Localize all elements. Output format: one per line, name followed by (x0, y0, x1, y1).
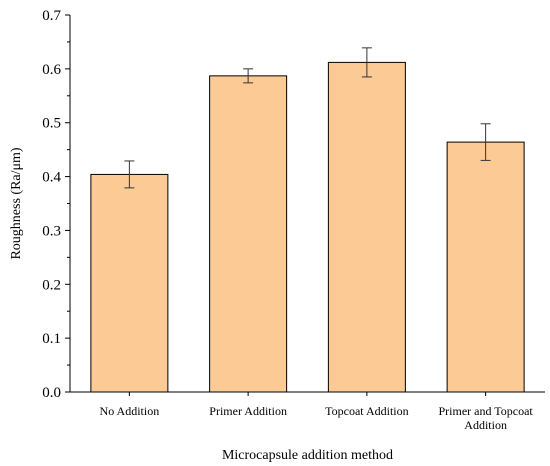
bar (209, 75, 288, 393)
x-axis-title: Microcapsule addition method (222, 448, 393, 463)
bar (90, 173, 169, 393)
x-tick-label-line: No Addition (100, 404, 160, 418)
y-tick-label: 0.0 (42, 385, 61, 401)
x-tick-label: Primer and Topcoat Addition (439, 404, 534, 432)
error-bar (124, 160, 135, 189)
bar (327, 61, 406, 393)
x-tick-label: Topcoat Addition (325, 404, 408, 418)
bar (446, 141, 525, 393)
error-bars (124, 47, 491, 189)
x-tick-label-line: Primer Addition (209, 404, 287, 418)
y-tick-label: 0.6 (42, 62, 61, 78)
y-tick-label: 0.7 (42, 8, 61, 24)
y-tick-label: 0.2 (42, 277, 61, 293)
y-axis-title: Roughness (Ra/μm) (9, 147, 24, 259)
x-tick-label: No Addition (100, 404, 160, 418)
x-tick-label-line: Primer and Topcoat (439, 404, 534, 418)
x-tick-label: Primer Addition (209, 404, 287, 418)
error-bar (480, 123, 491, 161)
error-bar (361, 47, 372, 78)
y-tick-label: 0.5 (42, 116, 61, 132)
x-tick-label-line: Topcoat Addition (325, 404, 408, 418)
y-ticks: 0.0 0.1 0.2 0.3 0.4 0.5 0.6 0.7 (42, 8, 70, 401)
x-tick-label-line: Addition (464, 418, 507, 432)
category-labels: No Addition Primer Addition Topcoat Additi… (100, 392, 534, 432)
error-bar (243, 68, 254, 84)
y-tick-label: 0.3 (42, 223, 61, 239)
y-tick-label: 0.4 (42, 170, 61, 186)
y-tick-label: 0.1 (42, 331, 61, 347)
bars (90, 61, 525, 393)
